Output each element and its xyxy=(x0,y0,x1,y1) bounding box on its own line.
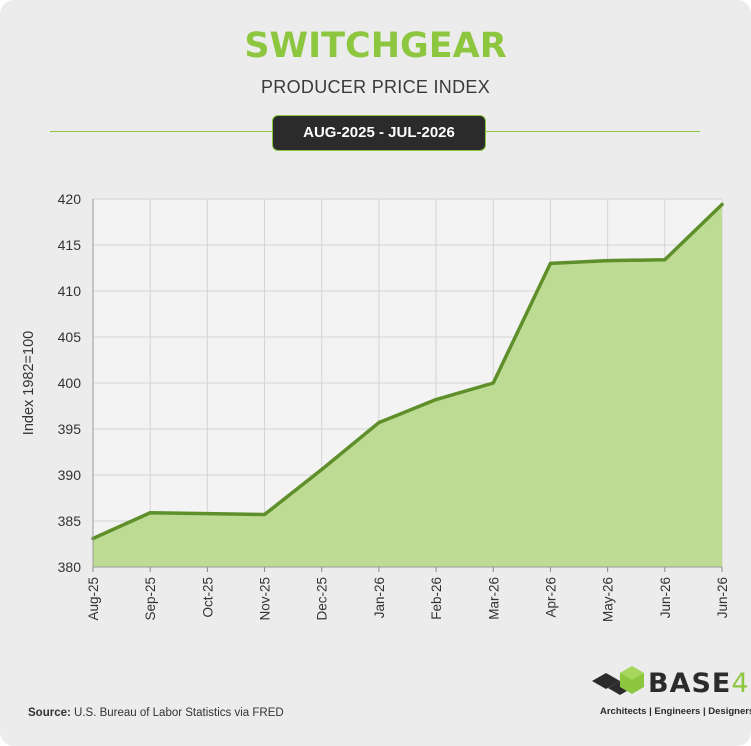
y-tick-label: 415 xyxy=(58,237,82,253)
y-tick-label: 380 xyxy=(58,559,82,575)
data-point xyxy=(148,511,152,515)
data-point xyxy=(205,512,209,516)
x-tick-label: Jun-26 xyxy=(658,577,673,618)
x-tick-label: Dec-25 xyxy=(315,577,330,621)
source-note: Source: U.S. Bureau of Labor Statistics … xyxy=(28,707,284,719)
series-area xyxy=(93,204,722,567)
divider-right xyxy=(486,131,700,132)
data-point xyxy=(377,421,381,425)
x-tick-label: Aug-25 xyxy=(86,577,101,621)
logo-wordmark: BASE4 xyxy=(648,668,750,699)
y-tick-label: 395 xyxy=(58,421,82,437)
chart-title: SWITCHGEAR xyxy=(244,26,507,66)
data-point xyxy=(263,513,267,517)
divider-left xyxy=(50,131,272,132)
data-point xyxy=(434,398,438,402)
y-tick-label: 420 xyxy=(58,191,82,207)
y-tick-label: 405 xyxy=(58,329,82,345)
x-tick-label: Jun-26 xyxy=(715,577,730,618)
base4-logo: BASE4 Architects | Engineers | Designers xyxy=(592,663,751,719)
x-tick-label: Apr-26 xyxy=(543,577,558,618)
data-point xyxy=(663,258,667,262)
x-tick-label: Feb-26 xyxy=(429,577,444,620)
x-tick-label: Oct-25 xyxy=(200,577,215,618)
series-line xyxy=(91,202,724,541)
date-range-badge: AUG-2025 - JUL-2026 xyxy=(272,115,486,151)
y-tick-label: 410 xyxy=(58,283,82,299)
data-point xyxy=(720,203,724,207)
data-point xyxy=(491,381,495,385)
y-tick-label: 400 xyxy=(58,375,82,391)
x-tick-label: Nov-25 xyxy=(258,577,273,621)
y-axis-label: Index 1982=100 xyxy=(21,331,37,435)
logo-number: 4 xyxy=(731,668,750,699)
data-point xyxy=(606,259,610,263)
data-point xyxy=(548,261,552,265)
logo-name: BASE xyxy=(648,668,732,699)
hexagon-cubes-logo-icon xyxy=(592,666,644,695)
data-point xyxy=(320,467,324,471)
x-tick-label: Sep-25 xyxy=(143,577,158,621)
x-tick-label: Jan-26 xyxy=(372,577,387,618)
chart-subtitle: PRODUCER PRICE INDEX xyxy=(260,77,491,97)
logo-tagline: Architects | Engineers | Designers xyxy=(600,706,751,717)
x-tick-label: May-26 xyxy=(601,577,616,622)
x-tick-label: Mar-26 xyxy=(486,577,501,620)
source-label: Source: xyxy=(28,707,71,719)
source-text: U.S. Bureau of Labor Statistics via FRED xyxy=(74,707,284,719)
y-tick-label: 385 xyxy=(58,513,82,529)
y-tick-label: 390 xyxy=(58,467,82,483)
